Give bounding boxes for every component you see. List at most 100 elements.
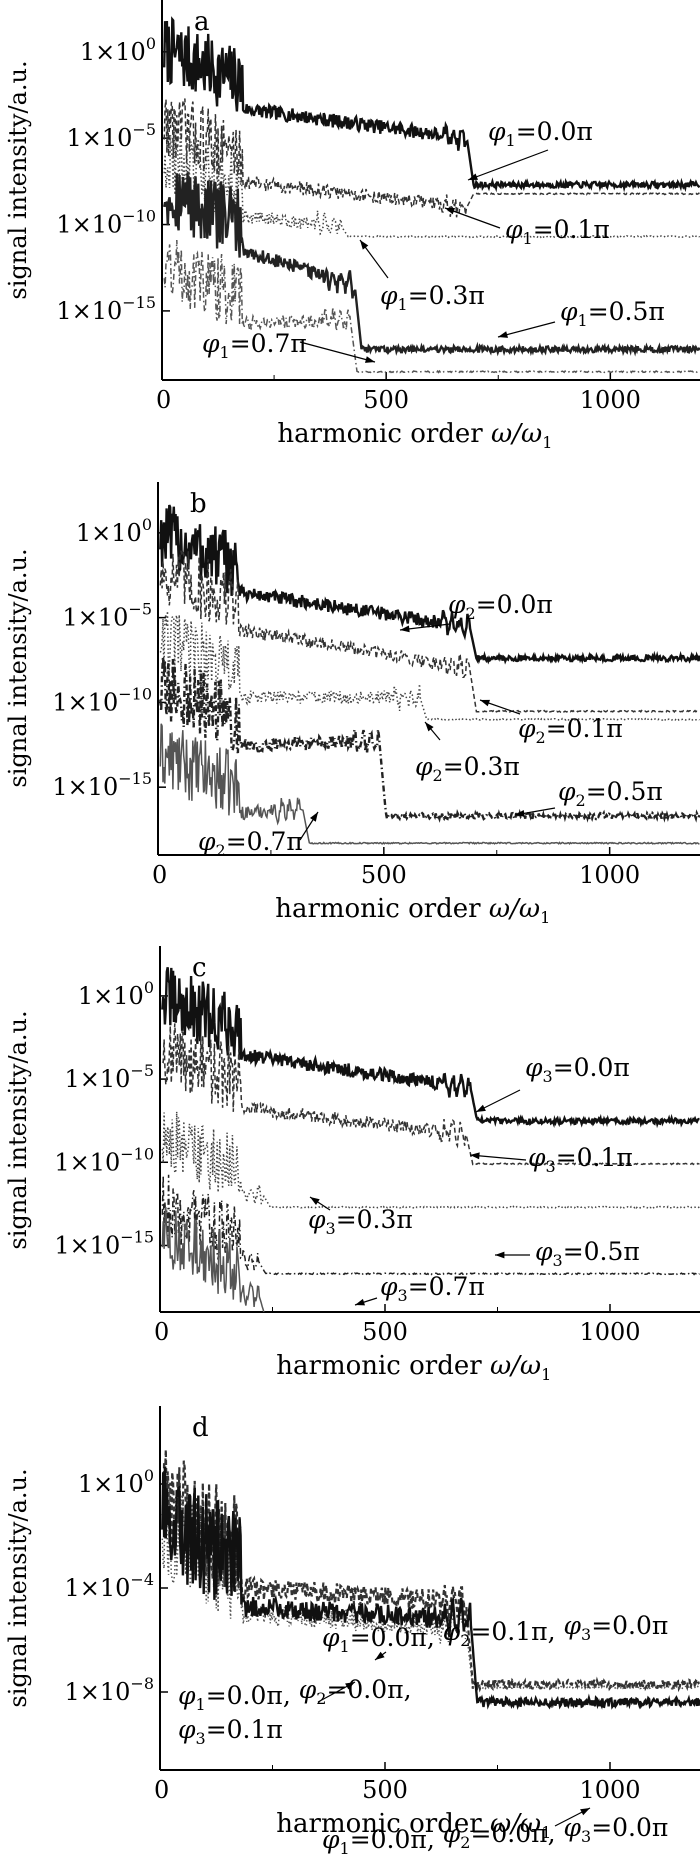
- annotation-arrowhead: [470, 1152, 480, 1160]
- y-tick-label: 1×10−5: [66, 120, 156, 152]
- y-tick-label: 1×10−4: [64, 1570, 154, 1602]
- series-annotation: φ2=0.3π: [415, 752, 520, 785]
- x-tick-label: 500: [361, 861, 407, 889]
- y-tick-label: 1×10−15: [54, 1227, 154, 1259]
- x-tick-label: 0: [154, 1318, 169, 1346]
- x-tick-label: 1000: [579, 861, 640, 889]
- annotation-arrowhead: [445, 208, 455, 215]
- annotation-arrow: [444, 207, 501, 229]
- x-axis-label: harmonic order ω/ω1: [275, 894, 550, 927]
- y-axis-label: signal intensity/a.u.: [4, 60, 32, 299]
- annotation-arrowhead: [498, 331, 508, 338]
- annotation-arrowhead: [310, 1197, 320, 1205]
- annotation-arrowhead: [476, 1104, 486, 1112]
- series-line-5: [163, 239, 700, 374]
- x-tick-label: 0: [156, 386, 171, 414]
- panel-label: d: [192, 1413, 209, 1443]
- series-line-3: [163, 127, 700, 239]
- x-axis-label: harmonic order ω/ω1: [276, 1351, 551, 1384]
- series-line-4: [163, 172, 700, 357]
- y-axis-label: signal intensity/a.u.: [4, 1010, 32, 1249]
- series-line-1: [159, 504, 700, 665]
- annotation-arrowhead: [515, 810, 525, 817]
- annotation-arrow: [467, 149, 549, 181]
- y-axis-label: signal intensity/a.u.: [4, 548, 32, 787]
- series-annotation: φ2=0.0π: [448, 590, 553, 623]
- x-axis-label: harmonic order ω/ω1: [277, 419, 552, 452]
- y-tick-label: 1×10−5: [62, 600, 152, 632]
- y-axis-label: signal intensity/a.u.: [4, 1468, 32, 1707]
- series-annotation: φ2=0.1π: [518, 714, 623, 747]
- series-line-1: [163, 16, 700, 193]
- series-annotation: φ1=0.0π, φ2=0.0π, φ3=0.0π: [322, 1813, 668, 1858]
- series-annotation: φ2=0.5π: [558, 777, 663, 810]
- series-annotation: φ1=0.0π, φ2=0.0π,: [178, 1675, 412, 1714]
- panel-d: 0 500 1000 1×100 1×10−4 1×10−8 signal intensit…: [4, 1406, 700, 1858]
- x-tick-label: 500: [362, 1776, 408, 1804]
- y-tick-label: 1×10−10: [56, 207, 156, 239]
- y-tick-label: 1×100: [80, 34, 156, 66]
- series-annotation: φ1=0.0π, φ2=0.1π, φ3=0.0π: [322, 1611, 668, 1656]
- panel-b: 0 500 1000 1×100 1×10−5 1×10−10 1×10−15 signal …: [4, 482, 700, 927]
- x-axis-label: harmonic order ω/ω1: [276, 1809, 551, 1842]
- x-tick-label: 0: [154, 1776, 169, 1804]
- series-line-1: [161, 1449, 700, 1693]
- series-annotation: φ1=0.3π: [380, 281, 485, 314]
- annotation-arrow: [497, 321, 556, 338]
- y-tick-label: 1×10−10: [54, 1144, 154, 1176]
- series-line-2: [161, 1023, 700, 1166]
- y-tick-label: 1×10−10: [52, 684, 152, 716]
- series-line-3: [161, 1111, 700, 1210]
- panel-label: c: [192, 953, 207, 983]
- series-line-1: [161, 967, 700, 1129]
- annotation-arrowhead: [375, 1651, 385, 1660]
- y-tick-label: 1×100: [76, 515, 152, 547]
- annotation-arrowhead: [495, 1251, 505, 1259]
- x-tick-label: 0: [152, 861, 167, 889]
- y-tick-label: 1×10−15: [52, 769, 152, 801]
- x-tick-label: 1000: [580, 386, 641, 414]
- annotation-arrowhead: [425, 722, 434, 732]
- series-annotation: φ3=0.7π: [380, 1272, 485, 1305]
- x-tick-label: 500: [363, 386, 409, 414]
- x-tick-label: 1000: [579, 1776, 640, 1804]
- y-tick-label: 1×10−15: [56, 293, 156, 325]
- series-annotation: φ3=0.0π: [525, 1053, 630, 1086]
- series-annotation-line2: φ3=0.1π: [178, 1715, 283, 1748]
- annotation-arrow: [299, 341, 376, 363]
- annotation-arrowhead: [310, 812, 318, 822]
- series-line-5: [159, 723, 700, 845]
- series-annotation: φ3=0.3π: [308, 1205, 413, 1238]
- series-line-3: [161, 1466, 700, 1711]
- annotation-arrowhead: [365, 356, 375, 363]
- panel-a: 0 500 1000 1×100 1×10−5 1×10−10 1×10−15 signal …: [4, 0, 700, 452]
- y-tick-label: 1×10−5: [64, 1061, 154, 1093]
- panel-c: 0 500 1000 1×100 1×10−5 1×10−10 1×10−15 signal …: [4, 946, 700, 1384]
- x-tick-label: 1000: [579, 1318, 640, 1346]
- annotation-arrowhead: [360, 240, 369, 250]
- series-line-2: [163, 98, 700, 218]
- series-line-4: [161, 1174, 700, 1276]
- series-line-5: [161, 1207, 265, 1312]
- series-annotation: φ3=0.1π: [528, 1143, 633, 1176]
- series-annotation: φ1=0.0π: [488, 117, 593, 150]
- series-annotation: φ1=0.5π: [560, 297, 665, 330]
- annotation-arrowhead: [580, 1808, 590, 1816]
- y-tick-label: 1×10−8: [64, 1674, 154, 1706]
- panel-label: a: [194, 7, 210, 37]
- annotation-arrowhead: [355, 1298, 365, 1306]
- series-annotation: φ2=0.7π: [198, 827, 303, 860]
- y-tick-label: 1×100: [78, 978, 154, 1010]
- annotation-arrowhead: [480, 699, 490, 707]
- annotation-arrowhead: [468, 173, 478, 180]
- series-annotation: φ1=0.7π: [202, 329, 307, 362]
- panel-label: b: [190, 489, 207, 519]
- series-line-2: [159, 550, 700, 714]
- series-annotation: φ3=0.5π: [535, 1237, 640, 1270]
- series-annotation: φ1=0.1π: [505, 215, 610, 248]
- series-line-4: [159, 656, 700, 824]
- annotation-arrowhead: [400, 625, 410, 633]
- x-tick-label: 500: [362, 1318, 408, 1346]
- y-tick-label: 1×100: [78, 1466, 154, 1498]
